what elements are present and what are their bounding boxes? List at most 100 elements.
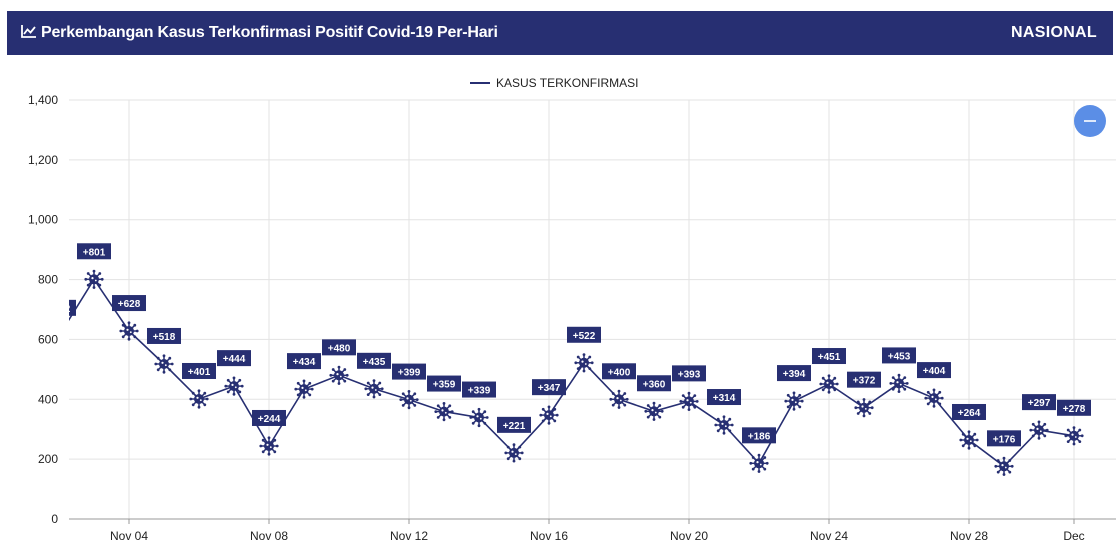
x-tick-label: Nov 12 [390, 529, 428, 543]
y-tick-label: 600 [38, 332, 58, 346]
data-label: +480 [322, 339, 356, 356]
data-label: +278 [1057, 399, 1091, 416]
x-tick-label: Nov 28 [950, 529, 988, 543]
virus-marker-icon [259, 436, 279, 456]
virus-marker-icon [644, 401, 664, 421]
header-title-group: Perkembangan Kasus Terkonfirmasi Positif… [21, 24, 498, 43]
virus-marker-icon [504, 443, 524, 463]
data-label-text: +612 [48, 304, 71, 315]
virus-marker-icon [84, 269, 104, 289]
virus-marker-icon [959, 430, 979, 450]
data-label: +434 [287, 353, 321, 370]
data-label: +393 [672, 365, 706, 382]
virus-marker-icon [434, 402, 454, 422]
y-tick-label: 1,000 [28, 213, 58, 227]
y-tick-label: 1,400 [28, 93, 58, 107]
data-label: +444 [217, 350, 251, 367]
y-tick-label: 0 [51, 512, 58, 526]
scope-label: NASIONAL [1011, 24, 1097, 41]
data-label: +451 [812, 348, 846, 365]
virus-marker-icon [399, 390, 419, 410]
virus-marker-icon [924, 388, 944, 408]
zoom-out-button[interactable] [1074, 105, 1106, 137]
data-label: +314 [707, 389, 741, 406]
data-label-text: +393 [678, 369, 701, 380]
virus-marker-icon [189, 389, 209, 409]
data-label: +372 [847, 371, 881, 388]
data-label-text: +434 [293, 357, 316, 368]
virus-marker-icon [329, 365, 349, 385]
virus-marker-icon [154, 354, 174, 374]
x-tick-label: Nov 16 [530, 529, 568, 543]
data-label-text: +244 [258, 414, 281, 425]
data-label: +400 [602, 363, 636, 380]
virus-marker-icon [1064, 426, 1084, 446]
gridlines [69, 99, 1116, 520]
y-axis: 0 200 400 600 800 1,000 1,200 1,400 [28, 93, 58, 526]
virus-marker-icon [854, 398, 874, 418]
x-tick-label: Nov 08 [250, 529, 288, 543]
x-tick-label: Nov 04 [110, 529, 148, 543]
data-label-text: +480 [328, 343, 351, 354]
data-label: +628 [112, 295, 146, 312]
data-label: +522 [567, 326, 601, 343]
virus-marker-icon [749, 453, 769, 473]
virus-marker-icon [819, 374, 839, 394]
virus-marker-icon [994, 456, 1014, 476]
virus-marker-icon [609, 389, 629, 409]
virus-marker-icon [714, 415, 734, 435]
line-chart-icon [21, 24, 37, 43]
data-label-text: +372 [853, 376, 876, 387]
data-label: +401 [182, 362, 216, 379]
data-label-text: +278 [1063, 404, 1086, 415]
virus-marker-icon [469, 407, 489, 428]
data-label: +359 [427, 375, 461, 392]
data-label: +518 [147, 327, 181, 344]
data-label-text: +451 [818, 352, 841, 363]
virus-marker-icon [889, 373, 909, 393]
data-label-text: +435 [363, 357, 386, 368]
data-label-text: +453 [888, 351, 911, 362]
virus-marker-icon [1029, 420, 1049, 440]
virus-marker-icon [294, 379, 314, 399]
data-label-text: +801 [83, 247, 106, 258]
data-markers [84, 269, 1084, 476]
data-label: +404 [917, 362, 951, 379]
data-label: +612 [48, 299, 76, 316]
x-tick-label: Dec [1063, 529, 1084, 543]
virus-marker-icon [119, 321, 139, 341]
data-label-text: +444 [223, 354, 246, 365]
legend-label: KASUS TERKONFIRMASI [496, 76, 638, 90]
data-label-text: +221 [503, 421, 526, 432]
data-label: +186 [742, 427, 776, 444]
data-label-text: +399 [398, 368, 421, 379]
x-tick-label: Nov 20 [670, 529, 708, 543]
data-label-text: +264 [958, 408, 981, 419]
x-axis: Nov 04 Nov 08 Nov 12 Nov 16 Nov 20 Nov 24 Nov … [69, 518, 1116, 543]
y-tick-label: 800 [38, 273, 58, 287]
virus-marker-icon [574, 353, 594, 373]
data-label: +339 [462, 381, 496, 398]
y-tick-label: 200 [38, 452, 58, 466]
data-label: +394 [777, 365, 811, 382]
chart-header: Perkembangan Kasus Terkonfirmasi Positif… [7, 11, 1113, 55]
y-tick-label: 1,200 [28, 153, 58, 167]
data-label-text: +347 [538, 383, 561, 394]
data-label-text: +401 [188, 367, 211, 378]
data-label: +801 [77, 243, 111, 260]
data-label-text: +628 [118, 299, 141, 310]
virus-marker-icon [224, 376, 244, 396]
data-label-text: +339 [468, 386, 491, 397]
virus-marker-icon [784, 391, 804, 411]
data-label: +297 [1022, 394, 1056, 411]
data-label-text: +176 [993, 434, 1016, 445]
data-label: +399 [392, 363, 426, 380]
data-label-text: +314 [713, 393, 736, 404]
data-label: +176 [987, 430, 1021, 447]
data-label: +347 [532, 379, 566, 396]
virus-marker-icon [539, 405, 559, 425]
y-tick-label: 400 [38, 392, 58, 406]
data-label: +435 [357, 352, 391, 369]
data-label: +453 [882, 347, 916, 364]
